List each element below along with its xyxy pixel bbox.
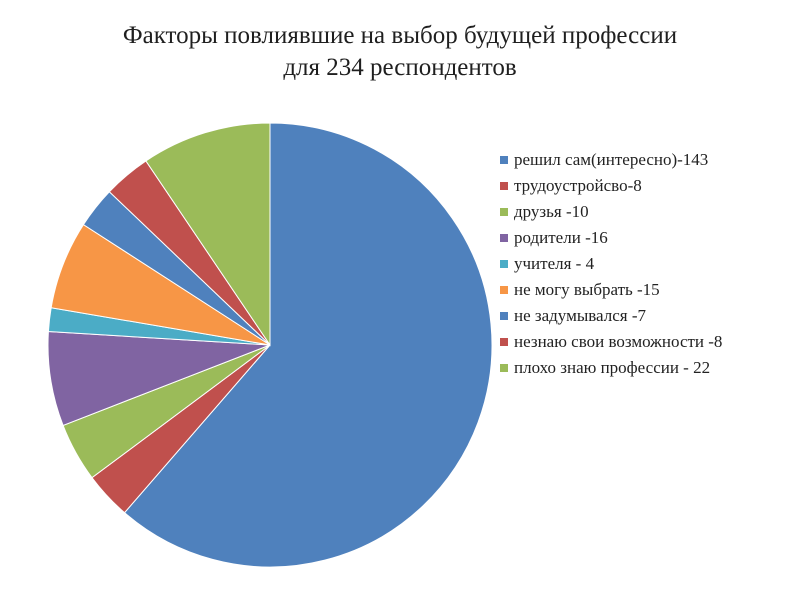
legend-swatch xyxy=(500,285,508,294)
legend-label: не могу выбрать -15 xyxy=(514,280,660,299)
legend-swatch xyxy=(500,233,508,242)
chart-title-line-1: Факторы повлиявшие на выбор будущей проф… xyxy=(122,22,678,49)
legend-item-7: не задумывался -7 xyxy=(500,304,790,327)
legend-item-2: трудоустройсво-8 xyxy=(500,174,790,197)
legend-item-9: плохо знаю профессии - 22 xyxy=(500,356,790,379)
legend-item-1: решил сам(интересно)-143 xyxy=(500,148,790,171)
legend-item-3: друзья -10 xyxy=(500,200,790,223)
legend-label: незнаю свои возможности -8 xyxy=(514,332,723,351)
pie-slice-1 xyxy=(123,122,493,568)
legend-label: плохо знаю профессии - 22 xyxy=(514,358,711,377)
legend-item-5: учителя - 4 xyxy=(500,252,790,275)
legend-swatch xyxy=(500,363,508,372)
legend-label: решил сам(интересно)-143 xyxy=(514,150,709,169)
legend-label: трудоустройсво-8 xyxy=(514,176,642,195)
pie-slices xyxy=(47,122,493,568)
chart-legend: решил сам(интересно)-143 трудоустройсво-8… xyxy=(500,148,790,382)
legend-swatch xyxy=(500,311,508,320)
legend-label: не задумывался -7 xyxy=(514,306,647,325)
chart-title-line-2: для 234 респондентов xyxy=(283,54,517,81)
legend-item-8: незнаю свои возможности -8 xyxy=(500,330,790,353)
chart-title: Факторы повлиявшие на выбор будущей проф… xyxy=(0,20,800,84)
pie-slice-9 xyxy=(145,122,271,347)
legend-item-6: не могу выбрать -15 xyxy=(500,278,790,301)
legend-swatch xyxy=(500,207,508,216)
legend-swatch xyxy=(500,337,508,346)
legend-item-4: родители -16 xyxy=(500,226,790,249)
legend-label: друзья -10 xyxy=(514,202,589,221)
legend-swatch xyxy=(500,259,508,268)
legend-label: учителя - 4 xyxy=(514,254,595,273)
legend-swatch xyxy=(500,181,508,190)
legend-label: родители -16 xyxy=(514,228,608,247)
legend-swatch xyxy=(500,155,508,164)
